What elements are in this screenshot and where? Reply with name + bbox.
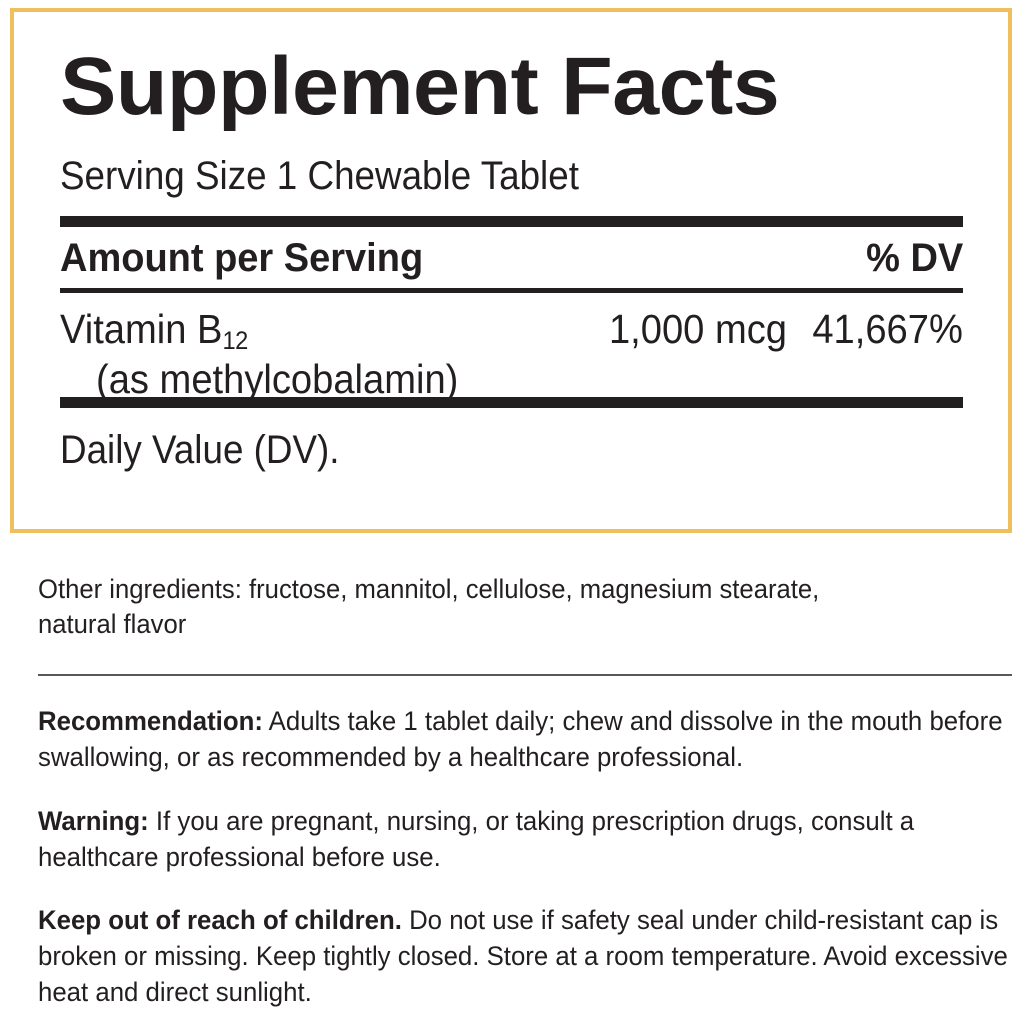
recommendation-paragraph: Recommendation: Adults take 1 tablet dai… — [38, 703, 1010, 775]
amount-per-serving-header: Amount per Serving — [60, 236, 424, 280]
nutrient-name: Vitamin B12 — [60, 306, 248, 354]
nutrient-source-text: (as methylcobalamin) — [96, 356, 459, 402]
table-row: Vitamin B12 (as methylcobalamin) 1,000 m… — [60, 293, 963, 402]
page-title: Supplement Facts — [60, 41, 780, 132]
nutrient-dv-value: 41,667% — [812, 306, 963, 352]
other-ingredients-text: Other ingredients: fructose, mannitol, c… — [38, 574, 820, 640]
label-details-section: Other ingredients: fructose, mannitol, c… — [38, 572, 1012, 1010]
table-header-underline — [60, 288, 963, 293]
daily-value-footnote: Daily Value (DV). — [60, 428, 340, 472]
supplement-facts-content: Supplement Facts Serving Size 1 Chewable… — [60, 12, 963, 470]
nutrient-amount-value: 1,000 mcg — [608, 306, 787, 352]
warning-paragraph: Warning: If you are pregnant, nursing, o… — [38, 803, 1010, 875]
nutrient-name-text: Vitamin B — [60, 306, 223, 352]
warning-body: If you are pregnant, nursing, or taking … — [38, 805, 915, 872]
keep-out-of-reach-paragraph: Keep out of reach of children. Do not us… — [38, 902, 1010, 1010]
keep-out-of-reach-label: Keep out of reach of children. — [38, 904, 402, 935]
nutrient-name-subscript: 12 — [222, 326, 248, 355]
table-top-rule — [60, 216, 963, 227]
usage-notes-list: Recommendation: Adults take 1 tablet dai… — [38, 703, 1012, 1010]
table-bottom-rule — [60, 397, 963, 408]
table-header-row: Amount per Serving % DV — [60, 227, 963, 288]
percent-dv-header: % DV — [865, 236, 963, 280]
serving-size-text: Serving Size 1 Chewable Tablet — [60, 154, 579, 198]
recommendation-body: Adults take 1 tablet daily; chew and dis… — [38, 706, 1003, 773]
warning-label: Warning: — [38, 805, 149, 836]
section-divider — [38, 674, 1012, 677]
supplement-facts-panel: Supplement Facts Serving Size 1 Chewable… — [10, 8, 1012, 533]
recommendation-label: Recommendation: — [38, 706, 263, 737]
